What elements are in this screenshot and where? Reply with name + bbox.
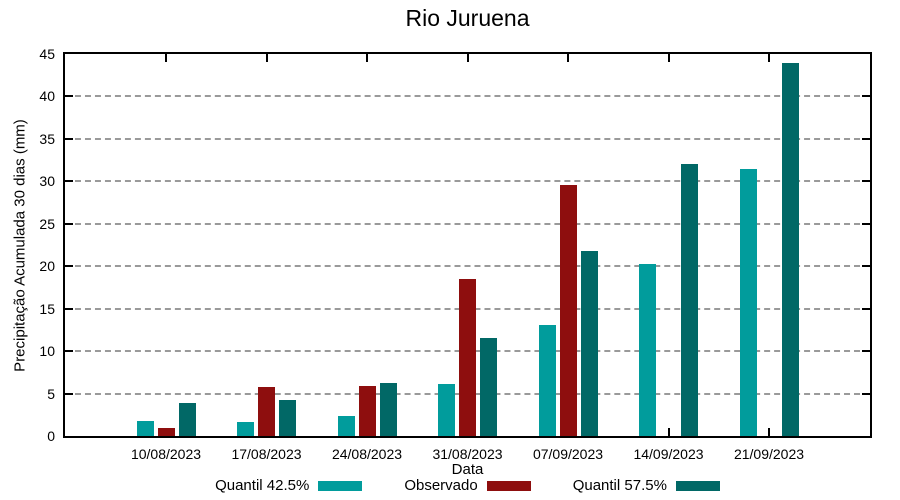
gridline xyxy=(65,222,870,225)
bar-quantil-42-5- xyxy=(337,415,355,436)
bar-quantil-57-5- xyxy=(379,383,397,436)
gridline xyxy=(65,95,870,98)
x-tick-label: 24/08/2023 xyxy=(331,446,403,462)
bar-quantil-57-5- xyxy=(681,164,698,436)
x-tick-label: 14/09/2023 xyxy=(633,446,704,462)
legend-swatch-icon xyxy=(486,480,531,491)
y-tick-label: 25 xyxy=(39,215,55,232)
x-axis-label: Data xyxy=(451,461,484,478)
y-tick-mark xyxy=(862,222,870,225)
y-tick-mark xyxy=(65,307,73,310)
x-tick-mark xyxy=(165,54,167,62)
y-tick-label: 10 xyxy=(39,343,55,360)
y-tick-label: 5 xyxy=(47,385,55,402)
y-tick-label: 35 xyxy=(39,130,55,147)
bar-observado xyxy=(559,184,577,436)
x-tick-mark xyxy=(366,54,368,62)
x-tick-label: 07/09/2023 xyxy=(532,446,604,462)
bar-quantil-42-5- xyxy=(639,263,656,436)
gridline xyxy=(65,180,870,183)
y-tick-mark xyxy=(862,350,870,353)
y-tick-mark xyxy=(862,137,870,140)
bar-observado xyxy=(258,386,275,436)
x-tick-label: 31/08/2023 xyxy=(432,446,503,462)
bar-quantil-42-5- xyxy=(237,421,254,436)
y-tick-label: 20 xyxy=(39,258,55,275)
legend-label: Observado xyxy=(404,477,478,494)
bar-quantil-57-5- xyxy=(279,399,296,436)
y-tick-mark xyxy=(862,392,870,395)
y-tick-mark xyxy=(65,95,73,98)
bar-observado xyxy=(459,278,476,436)
bar-quantil-57-5- xyxy=(781,62,799,436)
legend: Quantil 42.5% Observado Quantil 57.5% xyxy=(63,477,872,494)
y-tick-mark xyxy=(862,180,870,183)
y-tick-label: 0 xyxy=(47,428,55,444)
x-tick-label: 10/08/2023 xyxy=(130,446,202,462)
legend-swatch-icon xyxy=(318,480,363,491)
legend-label: Quantil 42.5% xyxy=(215,477,310,494)
x-tick-mark xyxy=(265,54,268,62)
bar-quantil-57-5- xyxy=(480,338,497,436)
x-tick-mark xyxy=(466,54,469,62)
legend-label: Quantil 57.5% xyxy=(572,477,667,494)
y-tick-label: 45 xyxy=(39,46,55,62)
legend-swatch-icon xyxy=(675,480,720,491)
x-tick-mark xyxy=(667,428,670,436)
bar-quantil-57-5- xyxy=(178,402,196,436)
y-tick-mark xyxy=(65,392,73,395)
x-tick-mark xyxy=(567,54,569,62)
bar-quantil-42-5- xyxy=(438,384,455,436)
y-tick-mark xyxy=(862,265,870,268)
bar-quantil-42-5- xyxy=(739,169,757,436)
y-tick-mark xyxy=(65,137,73,140)
bar-observado xyxy=(157,428,175,436)
y-axis-label: Precipitação Acumulada 30 dias (mm) xyxy=(11,119,29,372)
gridline xyxy=(65,137,870,140)
y-tick-label: 40 xyxy=(39,88,55,105)
legend-item-quantil-42: Quantil 42.5% xyxy=(215,477,363,494)
plot-area xyxy=(63,52,872,438)
chart-title: Rio Juruena xyxy=(405,5,530,31)
y-tick-mark xyxy=(65,180,73,183)
y-tick-label: 15 xyxy=(39,300,55,317)
bar-quantil-42-5- xyxy=(136,420,154,436)
y-tick-mark xyxy=(65,265,73,268)
y-tick-mark xyxy=(862,95,870,98)
x-tick-mark xyxy=(768,54,770,62)
y-tick-label: 30 xyxy=(39,173,55,190)
x-tick-label: 21/09/2023 xyxy=(733,446,805,462)
bar-observado xyxy=(358,385,376,436)
legend-item-observado: Observado xyxy=(404,477,531,494)
legend-item-quantil-57: Quantil 57.5% xyxy=(573,477,720,494)
bar-quantil-57-5- xyxy=(580,250,598,436)
y-tick-mark xyxy=(862,307,870,310)
x-tick-label: 17/08/2023 xyxy=(231,446,302,462)
bar-quantil-42-5- xyxy=(538,324,556,436)
x-tick-mark xyxy=(667,54,670,62)
y-tick-mark xyxy=(65,222,73,225)
y-tick-mark xyxy=(65,350,73,353)
gridline xyxy=(65,265,870,268)
x-tick-mark xyxy=(768,428,770,436)
